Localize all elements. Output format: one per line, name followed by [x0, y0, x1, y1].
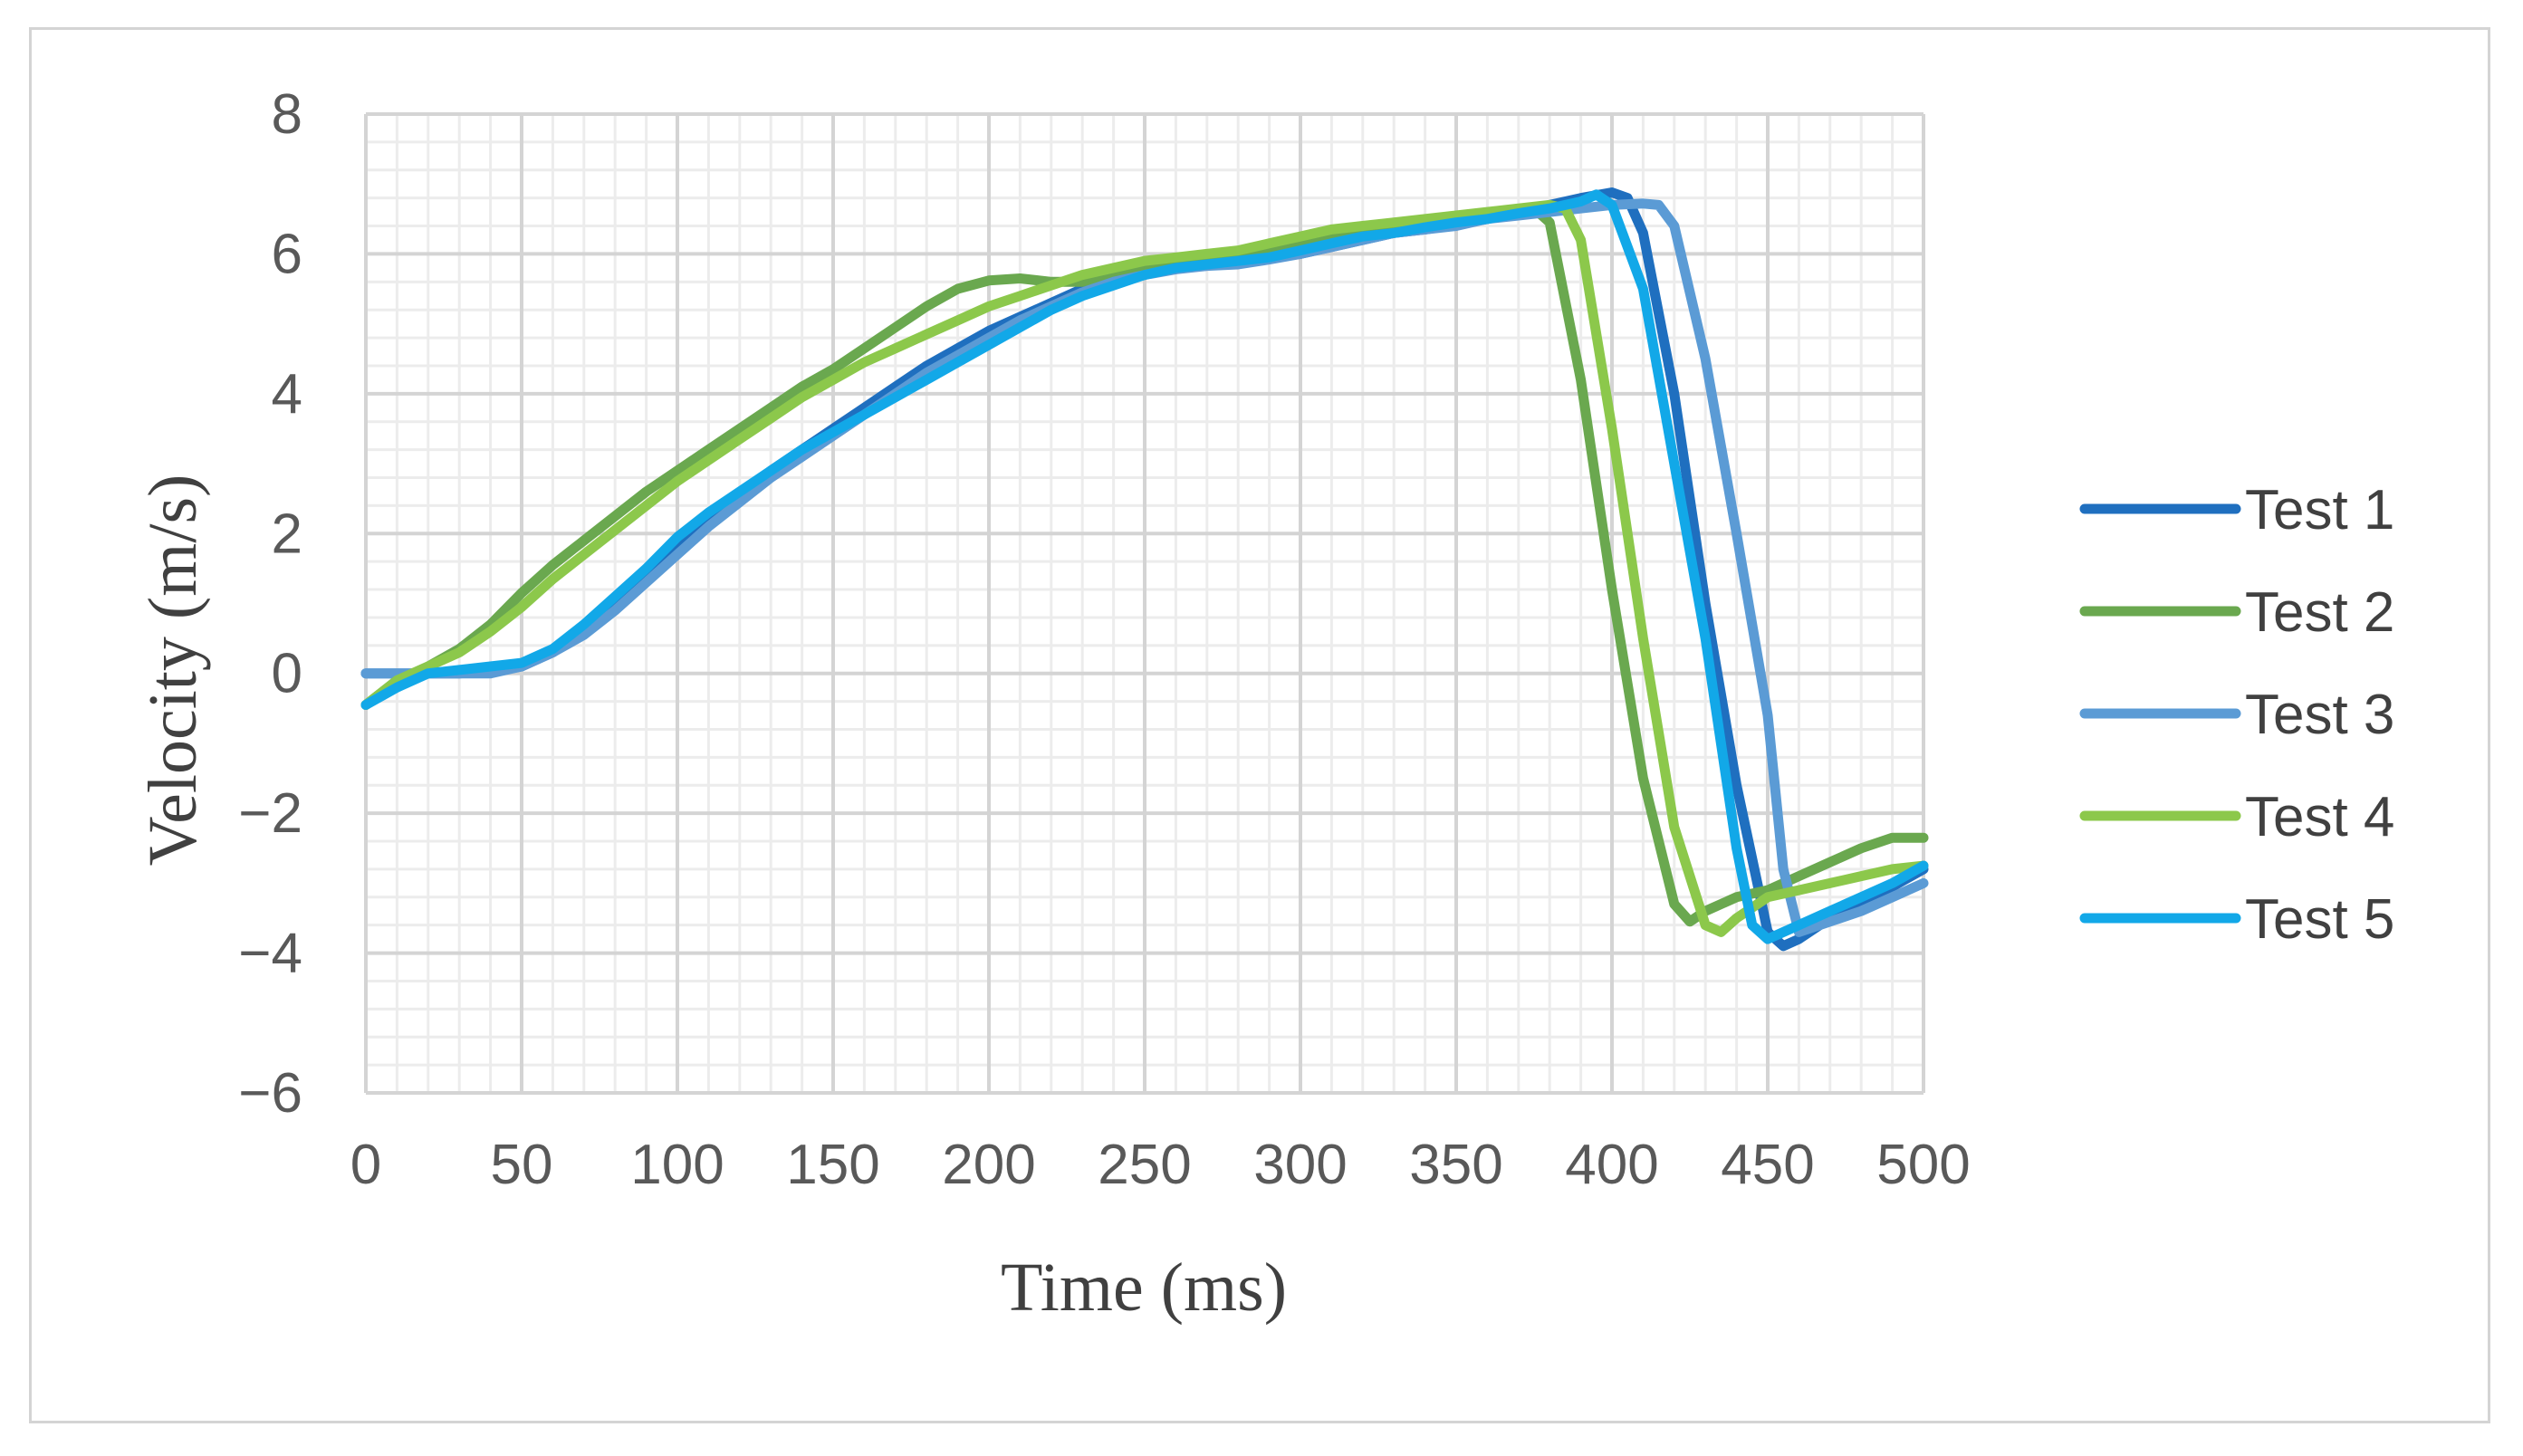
- series-line-test-4: [360, 199, 1929, 937]
- major-gridlines: [364, 112, 1925, 1095]
- y-axis-ticks: −6 −4 −2 0 2 4 6 8: [238, 83, 302, 1125]
- legend-label: Test 4: [2245, 786, 2394, 848]
- x-tick-label: 400: [1565, 1134, 1658, 1196]
- x-tick-label: 450: [1721, 1134, 1814, 1196]
- y-tick-label: 4: [272, 363, 302, 426]
- legend-label: Test 3: [2245, 684, 2394, 746]
- series-line-test-5: [360, 189, 1929, 944]
- x-axis-ticks: 0 50 100 150 200 250 300 350 400 450 500: [350, 1134, 1971, 1196]
- y-tick-label: −6: [238, 1062, 302, 1125]
- x-tick-label: 500: [1876, 1134, 1970, 1196]
- x-tick-label: 150: [786, 1134, 879, 1196]
- y-axis-title: Velocity (m/s): [135, 474, 211, 867]
- legend-label: Test 1: [2245, 479, 2394, 541]
- x-tick-label: 200: [942, 1134, 1035, 1196]
- x-tick-label: 0: [350, 1134, 381, 1196]
- legend-label: Test 5: [2245, 888, 2394, 951]
- x-axis-title: Time (ms): [1001, 1250, 1287, 1326]
- y-tick-label: 2: [272, 503, 302, 565]
- x-tick-label: 100: [630, 1134, 724, 1196]
- y-tick-label: 6: [272, 223, 302, 285]
- legend-label: Test 2: [2245, 581, 2394, 644]
- series-lines: [360, 187, 1929, 952]
- x-tick-label: 250: [1098, 1134, 1191, 1196]
- y-tick-label: 0: [272, 643, 302, 705]
- y-tick-label: 8: [272, 83, 302, 146]
- x-tick-label: 350: [1409, 1134, 1502, 1196]
- x-tick-label: 50: [491, 1134, 553, 1196]
- y-tick-label: −2: [238, 782, 302, 845]
- x-tick-label: 300: [1253, 1134, 1347, 1196]
- y-tick-label: −4: [238, 923, 302, 985]
- legend: Test 1 Test 2 Test 3 Test 4 Test 5: [2079, 479, 2394, 951]
